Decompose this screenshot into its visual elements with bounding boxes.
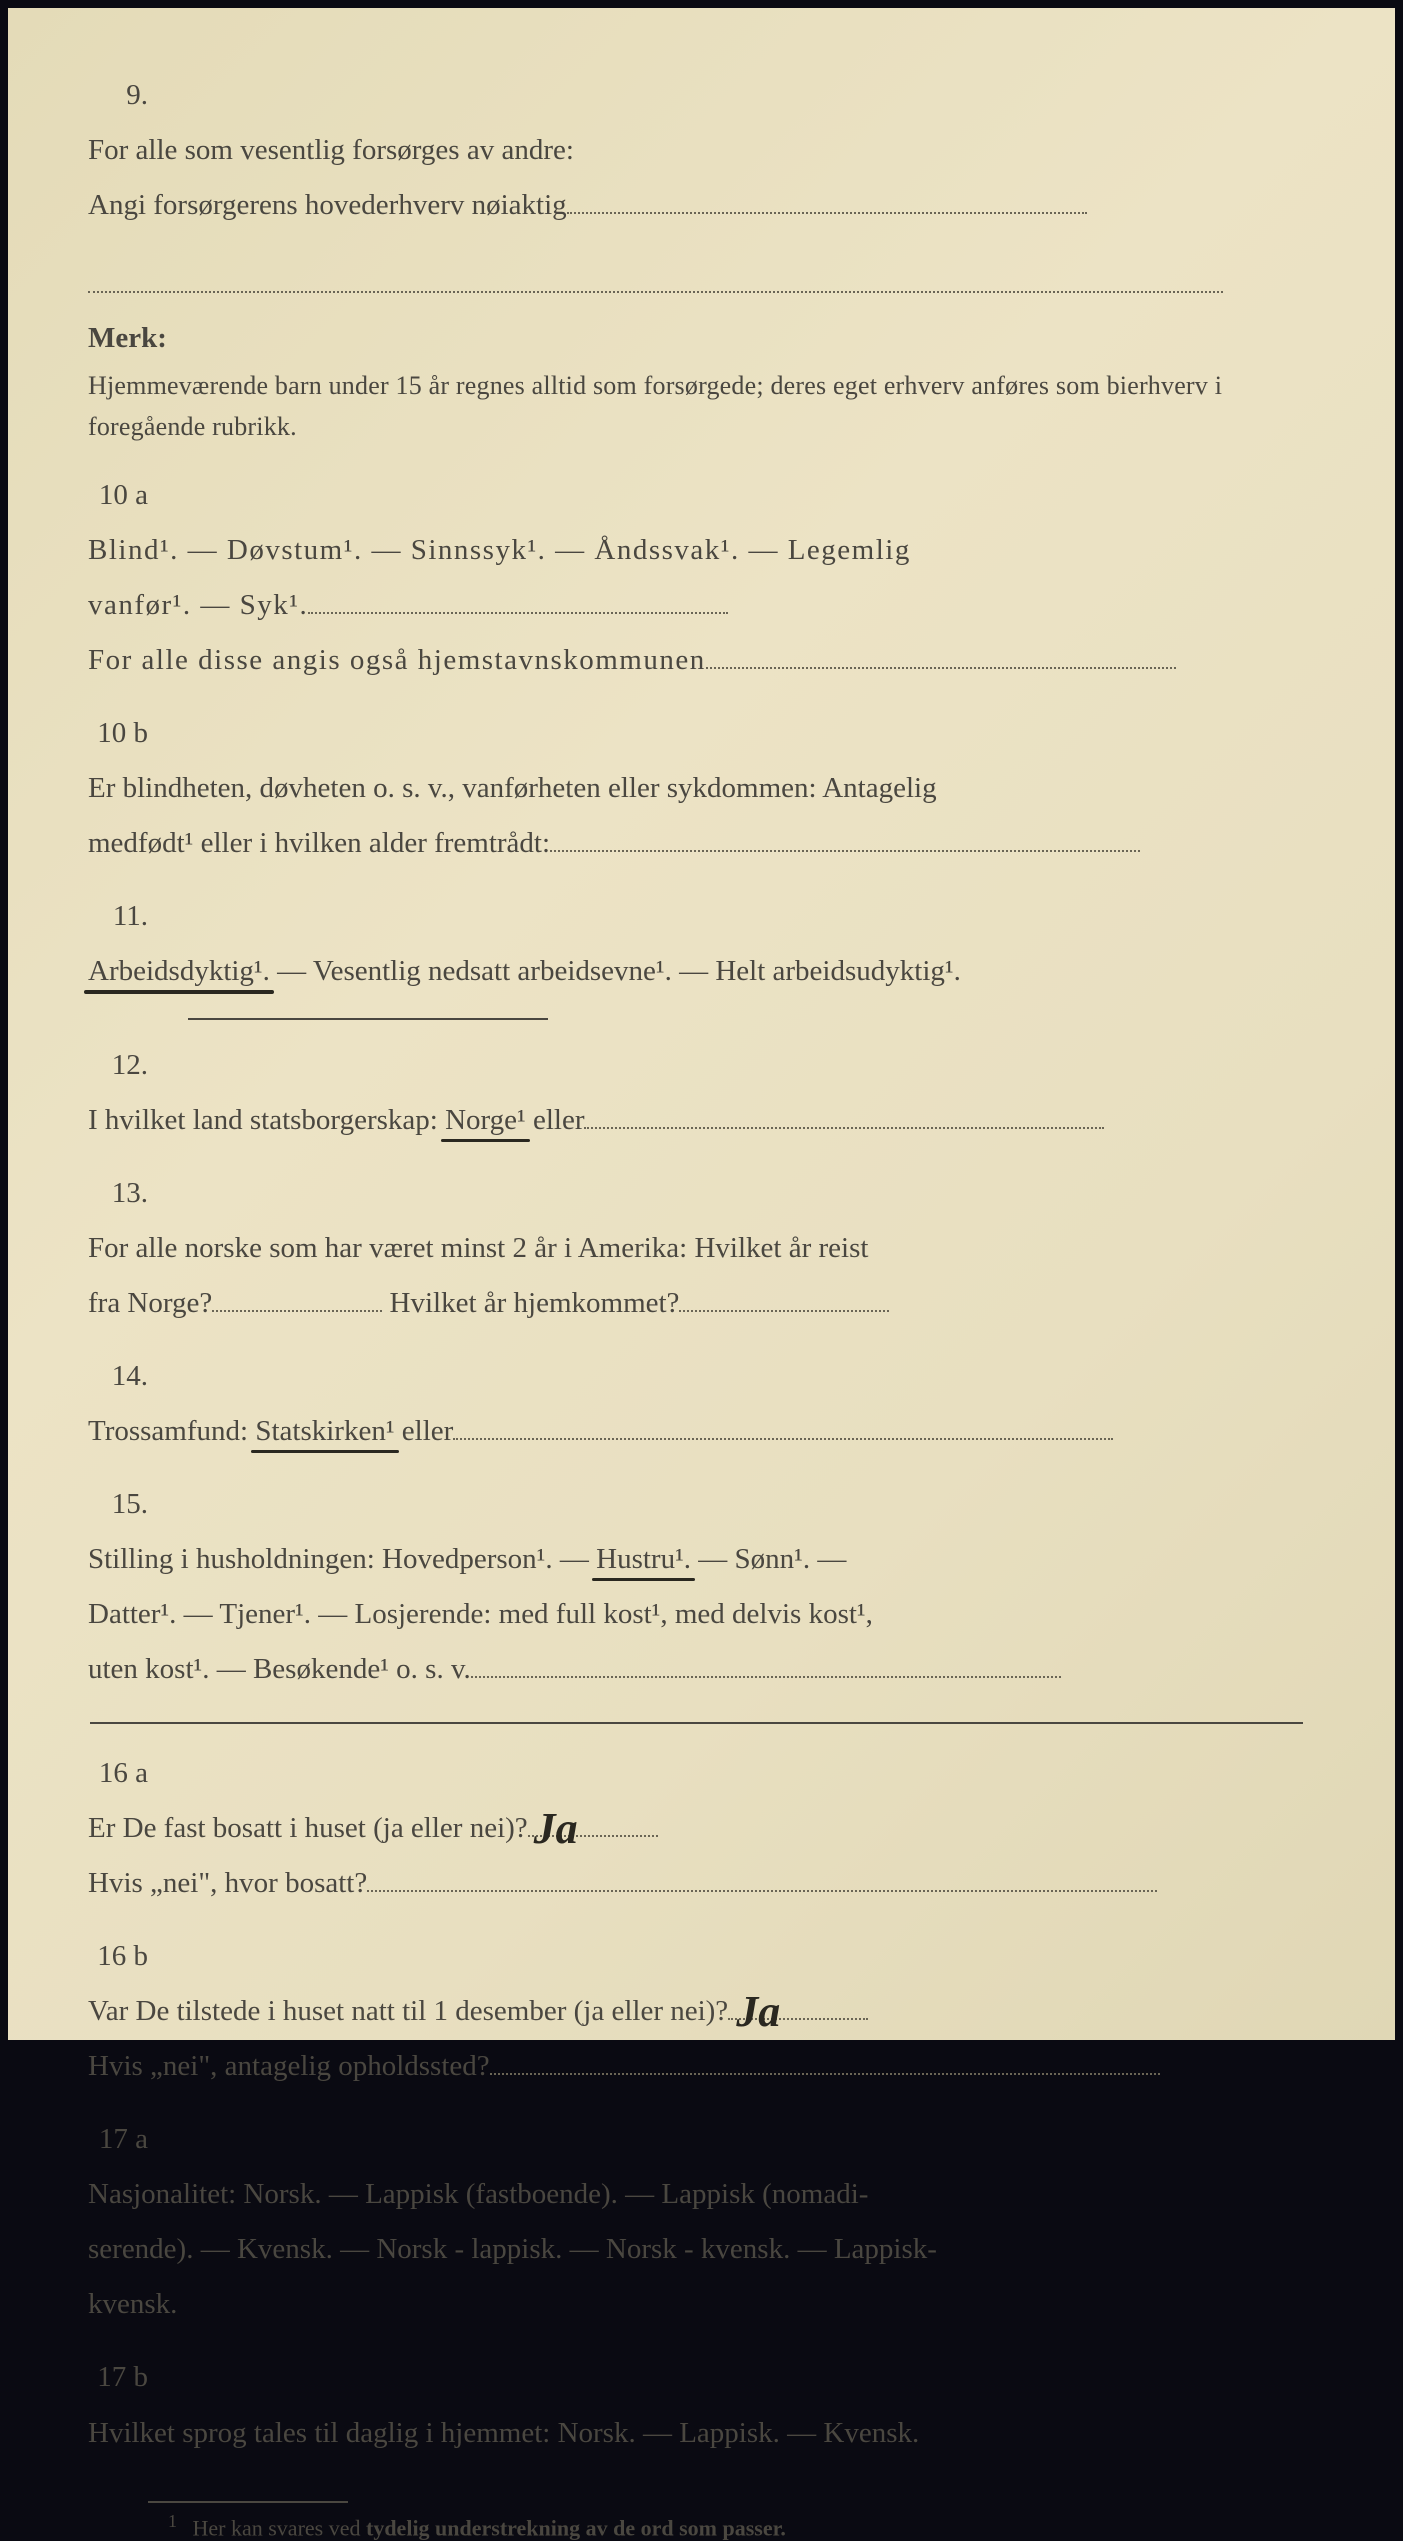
merk-text: Hjemmeværende barn under 15 år regnes al… xyxy=(88,366,1223,447)
q16b-line1: Var De tilstede i huset natt til 1 desem… xyxy=(88,1995,728,2027)
footnote-a: Her kan svares ved xyxy=(193,2515,367,2540)
q11-rest: — Vesentlig nedsatt arbeidsevne¹. — Helt… xyxy=(270,955,961,987)
q16b-answer: Ja xyxy=(736,1970,780,2054)
q15-line2: Datter¹. — Tjener¹. — Losjerende: med fu… xyxy=(88,1598,873,1630)
q10a-blank2[interactable] xyxy=(706,637,1176,669)
q17a-line3: kvensk. xyxy=(88,2288,177,2320)
merk-note: Merk: Hjemmeværende barn under 15 år reg… xyxy=(88,311,1305,453)
q16b-line2: Hvis „nei", antagelig opholdssted? xyxy=(88,2050,490,2082)
question-12: 12. I hvilket land statsborgerskap: Norg… xyxy=(88,1038,1305,1148)
question-17a: 17 a Nasjonalitet: Norsk. — Lappisk (fas… xyxy=(88,2112,1305,2332)
q10a-body: Blind¹. — Døvstum¹. — Sinnssyk¹. — Åndss… xyxy=(88,523,1223,688)
q9-blank-full[interactable] xyxy=(88,261,1223,293)
q12-a: I hvilket land statsborgerskap: xyxy=(88,1104,445,1136)
question-16b: 16 b Var De tilstede i huset natt til 1 … xyxy=(88,1929,1305,2094)
q14-number: 14. xyxy=(88,1349,166,1404)
q12-number: 12. xyxy=(88,1038,166,1093)
q15-body: Stilling i husholdningen: Hovedperson¹. … xyxy=(88,1532,1223,1697)
q11-number: 11. xyxy=(88,889,166,944)
q16a-answer: Ja xyxy=(534,1787,578,1871)
question-13: 13. For alle norske som har været minst … xyxy=(88,1166,1305,1331)
q17a-line1: Nasjonalitet: Norsk. — Lappisk (fastboen… xyxy=(88,2178,868,2210)
q10a-options: Blind¹. — Døvstum¹. — Sinnssyk¹. — Åndss… xyxy=(88,534,911,566)
q13-line2b: Hvilket år hjemkommet? xyxy=(390,1287,680,1319)
question-17b: 17 b Hvilket sprog tales til daglig i hj… xyxy=(88,2350,1305,2460)
q16a-blank2[interactable] xyxy=(367,1860,1157,1892)
divider-short-1 xyxy=(188,1018,548,1020)
q10a-line2: vanfør¹. — Syk¹. xyxy=(88,589,308,621)
census-form-page: 9. For alle som vesentlig forsørges av a… xyxy=(8,8,1395,2040)
q13-line2a: fra Norge? xyxy=(88,1287,212,1319)
q13-number: 13. xyxy=(88,1166,166,1221)
q17b-body: Hvilket sprog tales til daglig i hjemmet… xyxy=(88,2406,1223,2461)
q9-line1: For alle som vesentlig forsørges av andr… xyxy=(88,134,574,166)
q10b-blank[interactable] xyxy=(550,820,1140,852)
q16b-number: 16 b xyxy=(88,1929,166,1984)
question-14: 14. Trossamfund: Statskirken¹ eller xyxy=(88,1349,1305,1459)
q17a-body: Nasjonalitet: Norsk. — Lappisk (fastboen… xyxy=(88,2167,1223,2332)
question-10b: 10 b Er blindheten, døvheten o. s. v., v… xyxy=(88,706,1305,871)
merk-label: Merk: xyxy=(88,311,166,366)
q15-number: 15. xyxy=(88,1477,166,1532)
q17b-number: 17 b xyxy=(88,2350,166,2405)
q15-a: Stilling i husholdningen: Hovedperson¹. … xyxy=(88,1543,596,1575)
q12-b: eller xyxy=(526,1104,585,1136)
q12-blank[interactable] xyxy=(584,1097,1104,1129)
q13-line1: For alle norske som har været minst 2 år… xyxy=(88,1232,868,1264)
q16a-answer-blank[interactable]: Ja xyxy=(528,1805,658,1837)
question-9: 9. For alle som vesentlig forsørges av a… xyxy=(88,68,1305,293)
q15-line3: uten kost¹. — Besøkende¹ o. s. v. xyxy=(88,1653,471,1685)
q15-selected: Hustru¹. xyxy=(596,1543,691,1575)
q13-body: For alle norske som har været minst 2 år… xyxy=(88,1221,1223,1331)
q9-line2: Angi forsørgerens hovederhverv nøiaktig xyxy=(88,189,567,221)
q10b-number: 10 b xyxy=(88,706,166,761)
footnote: 1 Her kan svares ved tydelig understrekn… xyxy=(88,2511,1305,2541)
question-11: 11. Arbeidsdyktig¹. — Vesentlig nedsatt … xyxy=(88,889,1305,999)
footnote-b: tydelig understrekning av de ord som pas… xyxy=(366,2515,786,2540)
question-15: 15. Stilling i husholdningen: Hovedperso… xyxy=(88,1477,1305,1697)
q15-blank[interactable] xyxy=(471,1647,1061,1679)
q14-a: Trossamfund: xyxy=(88,1415,255,1447)
q14-blank[interactable] xyxy=(453,1408,1113,1440)
q16a-line1: Er De fast bosatt i huset (ja eller nei)… xyxy=(88,1812,528,1844)
q13-blank1[interactable] xyxy=(212,1280,382,1312)
q16a-body: Er De fast bosatt i huset (ja eller nei)… xyxy=(88,1801,1223,1911)
footnote-rule xyxy=(148,2501,348,2503)
q13-blank2[interactable] xyxy=(679,1280,889,1312)
q10a-number: 10 a xyxy=(88,468,166,523)
q10a-line3: For alle disse angis også hjemstavnskomm… xyxy=(88,644,706,676)
q16a-number: 16 a xyxy=(88,1746,166,1801)
q11-selected: Arbeidsdyktig¹. xyxy=(88,955,270,987)
q14-body: Trossamfund: Statskirken¹ eller xyxy=(88,1404,1223,1459)
q17a-line2: serende). — Kvensk. — Norsk - lappisk. —… xyxy=(88,2233,937,2265)
footnote-num: 1 xyxy=(168,2511,177,2531)
q9-blank[interactable] xyxy=(567,182,1087,214)
q9-number: 9. xyxy=(88,68,166,123)
q15-b: — Sønn¹. — xyxy=(691,1543,846,1575)
q14-b: eller xyxy=(395,1415,454,1447)
q14-selected: Statskirken¹ xyxy=(255,1415,394,1447)
q17b-text: Hvilket sprog tales til daglig i hjemmet… xyxy=(88,2417,919,2449)
q16b-answer-blank[interactable]: Ja xyxy=(728,1988,868,2020)
divider-full xyxy=(90,1722,1303,1724)
q16b-body: Var De tilstede i huset natt til 1 desem… xyxy=(88,1984,1223,2094)
q12-body: I hvilket land statsborgerskap: Norge¹ e… xyxy=(88,1093,1223,1148)
q12-selected: Norge¹ xyxy=(445,1104,526,1136)
q10b-line2: medfødt¹ eller i hvilken alder fremtrådt… xyxy=(88,827,550,859)
q10a-blank[interactable] xyxy=(308,582,728,614)
question-10a: 10 a Blind¹. — Døvstum¹. — Sinnssyk¹. — … xyxy=(88,468,1305,688)
q17a-number: 17 a xyxy=(88,2112,166,2167)
q11-body: Arbeidsdyktig¹. — Vesentlig nedsatt arbe… xyxy=(88,944,1223,999)
q10b-line1: Er blindheten, døvheten o. s. v., vanfør… xyxy=(88,772,937,804)
q10b-body: Er blindheten, døvheten o. s. v., vanfør… xyxy=(88,761,1223,871)
q16a-line2: Hvis „nei", hvor bosatt? xyxy=(88,1867,367,1899)
q9-body: For alle som vesentlig forsørges av andr… xyxy=(88,123,1223,293)
question-16a: 16 a Er De fast bosatt i huset (ja eller… xyxy=(88,1746,1305,1911)
